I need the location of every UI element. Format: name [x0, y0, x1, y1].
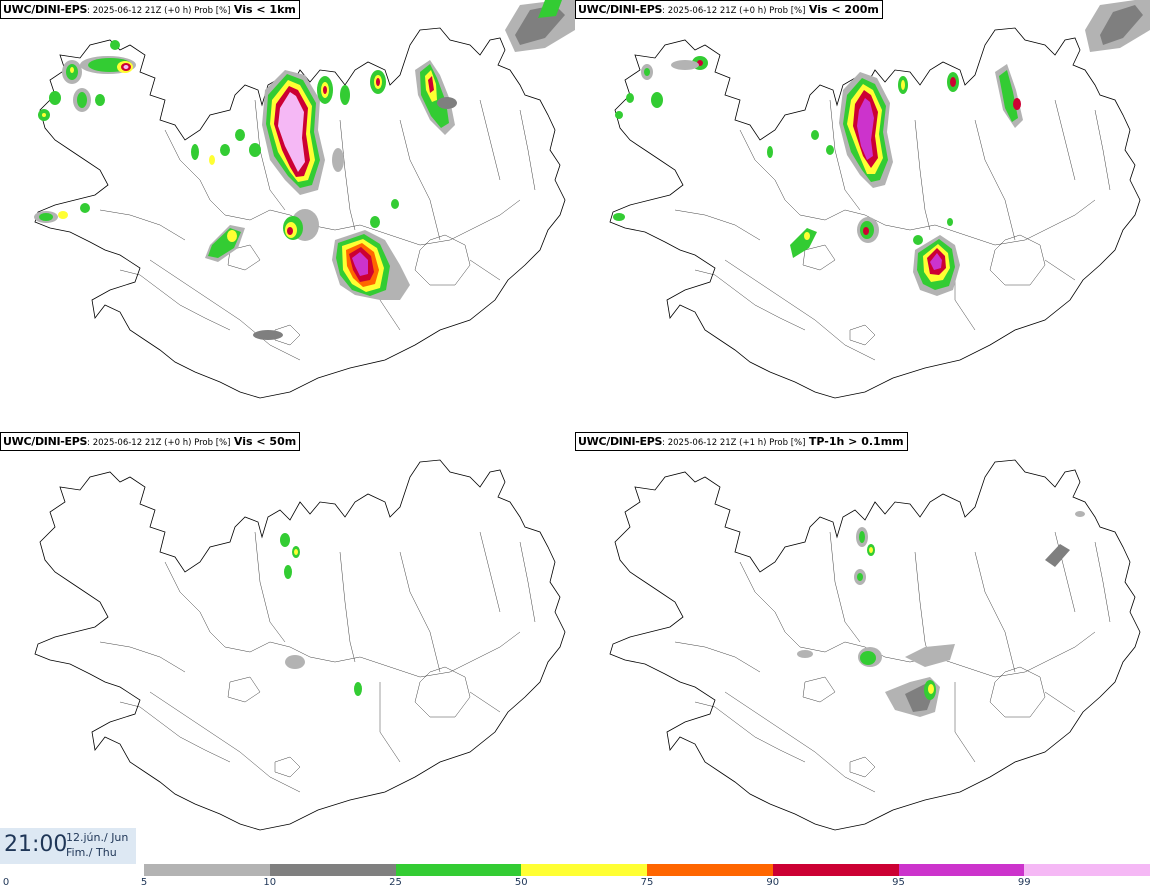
- map-panel-vis-200m: UWC/DINI-EPS: 2025-06-12 21Z (+0 h) Prob…: [575, 0, 1150, 430]
- colorbar-tick-label: 25: [389, 877, 402, 888]
- colorbar-tick-label: 99: [1017, 877, 1031, 888]
- colorbar: [144, 864, 1150, 876]
- map-panel-vis-1km: UWC/DINI-EPS: 2025-06-12 21Z (+0 h) Prob…: [0, 0, 575, 430]
- colorbar-tick-label: 0: [2, 877, 10, 888]
- colorbar-segment: [144, 864, 270, 876]
- colorbar-segment: [521, 864, 648, 876]
- map-panel-tp-1h: UWC/DINI-EPS: 2025-06-12 21Z (+1 h) Prob…: [575, 432, 1150, 862]
- map-vis-1km: [34, 0, 575, 399]
- colorbar-segment: [1024, 864, 1150, 876]
- colorbar-tick-label: 95: [892, 877, 905, 888]
- map-tp-1h: [609, 459, 1141, 831]
- valid-date: 12.jún./ Jun: [66, 831, 129, 844]
- colorbar-segment: [269, 864, 396, 876]
- panel-title: UWC/DINI-EPS: 2025-06-12 21Z (+0 h) Prob…: [0, 0, 300, 19]
- map-vis-50m: [34, 459, 566, 831]
- map-vis-200m: [609, 0, 1150, 399]
- colorbar-tick-label: 50: [514, 877, 528, 888]
- colorbar-tick-label: 10: [263, 877, 277, 888]
- colorbar-tick-label: 5: [140, 877, 148, 888]
- valid-weekday: Fim./ Thu: [66, 846, 117, 859]
- panel-title: UWC/DINI-EPS: 2025-06-12 21Z (+0 h) Prob…: [575, 0, 883, 19]
- panel-title: UWC/DINI-EPS: 2025-06-12 21Z (+1 h) Prob…: [575, 432, 908, 451]
- colorbar-segment: [647, 864, 773, 876]
- valid-time: 21:00: [4, 832, 68, 857]
- valid-time-box: 21:00 12.jún./ Jun Fim./ Thu: [0, 828, 136, 864]
- colorbar-segment: [772, 864, 899, 876]
- map-panel-vis-50m: UWC/DINI-EPS: 2025-06-12 21Z (+0 h) Prob…: [0, 432, 575, 862]
- colorbar-segment: [898, 864, 1025, 876]
- colorbar-tick-label: 75: [640, 877, 654, 888]
- panel-title: UWC/DINI-EPS: 2025-06-12 21Z (+0 h) Prob…: [0, 432, 301, 451]
- colorbar-tick-label: 90: [766, 877, 780, 888]
- colorbar-segment: [395, 864, 522, 876]
